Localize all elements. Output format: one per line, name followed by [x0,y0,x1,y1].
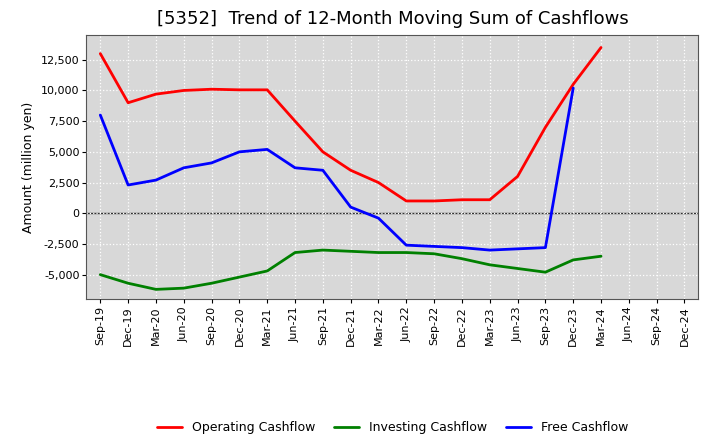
Free Cashflow [235,149,243,154]
Investing Cashflow [346,249,355,254]
Operating Cashflow [152,92,161,97]
Free Cashflow [402,242,410,248]
Investing Cashflow [235,275,243,280]
Operating Cashflow [402,198,410,204]
Legend: Operating Cashflow, Investing Cashflow, Free Cashflow: Operating Cashflow, Investing Cashflow, … [152,416,633,439]
Investing Cashflow [291,250,300,255]
Line: Investing Cashflow: Investing Cashflow [100,250,601,290]
Investing Cashflow [458,256,467,261]
Operating Cashflow [430,198,438,204]
Operating Cashflow [597,45,606,50]
Operating Cashflow [318,149,327,154]
Investing Cashflow [485,262,494,268]
Investing Cashflow [513,266,522,271]
Operating Cashflow [541,125,550,130]
Operating Cashflow [458,197,467,202]
Free Cashflow [485,247,494,253]
Free Cashflow [318,168,327,173]
Y-axis label: Amount (million yen): Amount (million yen) [22,102,35,233]
Investing Cashflow [152,287,161,292]
Operating Cashflow [96,51,104,56]
Operating Cashflow [207,87,216,92]
Investing Cashflow [207,281,216,286]
Investing Cashflow [124,281,132,286]
Operating Cashflow [124,100,132,105]
Investing Cashflow [402,250,410,255]
Line: Free Cashflow: Free Cashflow [100,88,573,250]
Free Cashflow [124,182,132,187]
Free Cashflow [513,246,522,252]
Line: Operating Cashflow: Operating Cashflow [100,48,601,201]
Free Cashflow [263,147,271,152]
Investing Cashflow [318,247,327,253]
Investing Cashflow [263,268,271,274]
Free Cashflow [179,165,188,170]
Free Cashflow [541,245,550,250]
Investing Cashflow [597,253,606,259]
Free Cashflow [346,205,355,210]
Operating Cashflow [263,87,271,92]
Operating Cashflow [179,88,188,93]
Operating Cashflow [346,168,355,173]
Free Cashflow [96,112,104,117]
Operating Cashflow [374,180,383,185]
Investing Cashflow [96,272,104,277]
Operating Cashflow [485,197,494,202]
Free Cashflow [569,85,577,91]
Free Cashflow [374,216,383,221]
Free Cashflow [291,165,300,170]
Operating Cashflow [291,118,300,124]
Operating Cashflow [513,174,522,179]
Free Cashflow [152,177,161,183]
Free Cashflow [207,160,216,165]
Free Cashflow [458,245,467,250]
Operating Cashflow [569,82,577,87]
Investing Cashflow [541,270,550,275]
Operating Cashflow [235,87,243,92]
Free Cashflow [430,244,438,249]
Investing Cashflow [430,251,438,257]
Investing Cashflow [179,286,188,291]
Title: [5352]  Trend of 12-Month Moving Sum of Cashflows: [5352] Trend of 12-Month Moving Sum of C… [156,10,629,28]
Investing Cashflow [569,257,577,263]
Investing Cashflow [374,250,383,255]
